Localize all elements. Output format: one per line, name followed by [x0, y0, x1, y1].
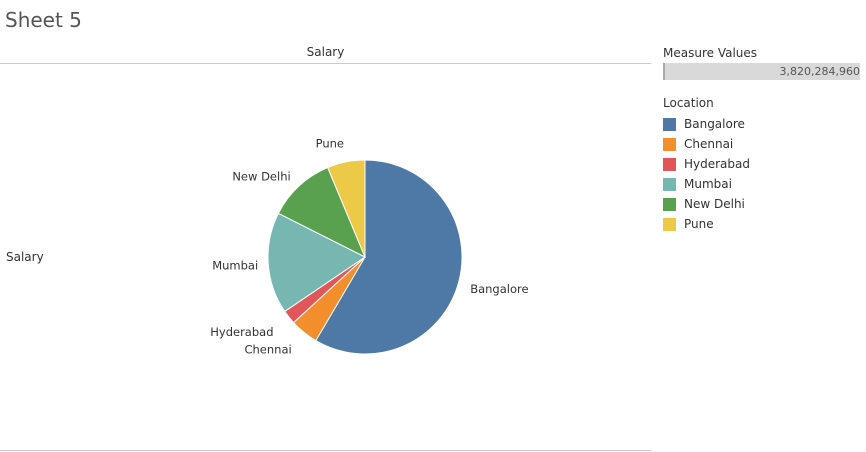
legend-panel: Measure Values 3,820,284,960 Location Ba… [663, 46, 863, 234]
legend-item-pune[interactable]: Pune [663, 214, 863, 234]
slice-label-new-delhi: New Delhi [232, 170, 290, 184]
pie-slice-pune[interactable] [327, 159, 366, 258]
legend-item-mumbai[interactable]: Mumbai [663, 174, 863, 194]
location-legend-title: Location [663, 96, 714, 110]
pie-slice-new-delhi[interactable] [277, 166, 366, 259]
legend-label: Chennai [684, 137, 734, 151]
measure-values-bar[interactable]: 3,820,284,960 [663, 63, 860, 80]
slice-label-mumbai: Mumbai [212, 258, 258, 272]
legend-item-bangalore[interactable]: Bangalore [663, 114, 863, 134]
legend-item-new-delhi[interactable]: New Delhi [663, 194, 863, 214]
legend-item-chennai[interactable]: Chennai [663, 134, 863, 154]
slice-label-bangalore: Bangalore [470, 282, 528, 296]
pie-slice-mumbai[interactable] [267, 212, 366, 313]
legend-label: Mumbai [684, 177, 732, 191]
legend-label: Pune [684, 217, 714, 231]
legend-swatch [663, 197, 676, 211]
column-header: Salary [306, 45, 345, 59]
legend-label: Hyderabad [684, 157, 750, 171]
bottom-divider [0, 450, 651, 451]
legend-swatch [663, 217, 676, 231]
legend-swatch [663, 137, 676, 151]
slice-label-hyderabad: Hyderabad [210, 325, 273, 339]
measure-values-value: 3,820,284,960 [779, 65, 860, 78]
row-header: Salary [6, 250, 44, 264]
location-legend: Bangalore Chennai Hyderabad Mumbai New Delhi… [663, 114, 863, 234]
legend-swatch [663, 117, 676, 131]
pie-chart[interactable]: Bangalore Chennai Hyderabad Mumbai New Delhi… [0, 0, 651, 452]
top-divider [0, 63, 651, 64]
legend-label: Bangalore [684, 117, 745, 131]
legend-swatch [663, 157, 676, 171]
measure-values-title: Measure Values [663, 46, 758, 60]
pie-slice-bangalore[interactable] [315, 159, 463, 355]
legend-item-hyderabad[interactable]: Hyderabad [663, 154, 863, 174]
legend-swatch [663, 177, 676, 191]
sheet-title: Sheet 5 [5, 8, 82, 32]
legend-label: New Delhi [684, 197, 745, 211]
slice-label-chennai: Chennai [244, 343, 291, 357]
slice-label-pune: Pune [316, 137, 344, 151]
